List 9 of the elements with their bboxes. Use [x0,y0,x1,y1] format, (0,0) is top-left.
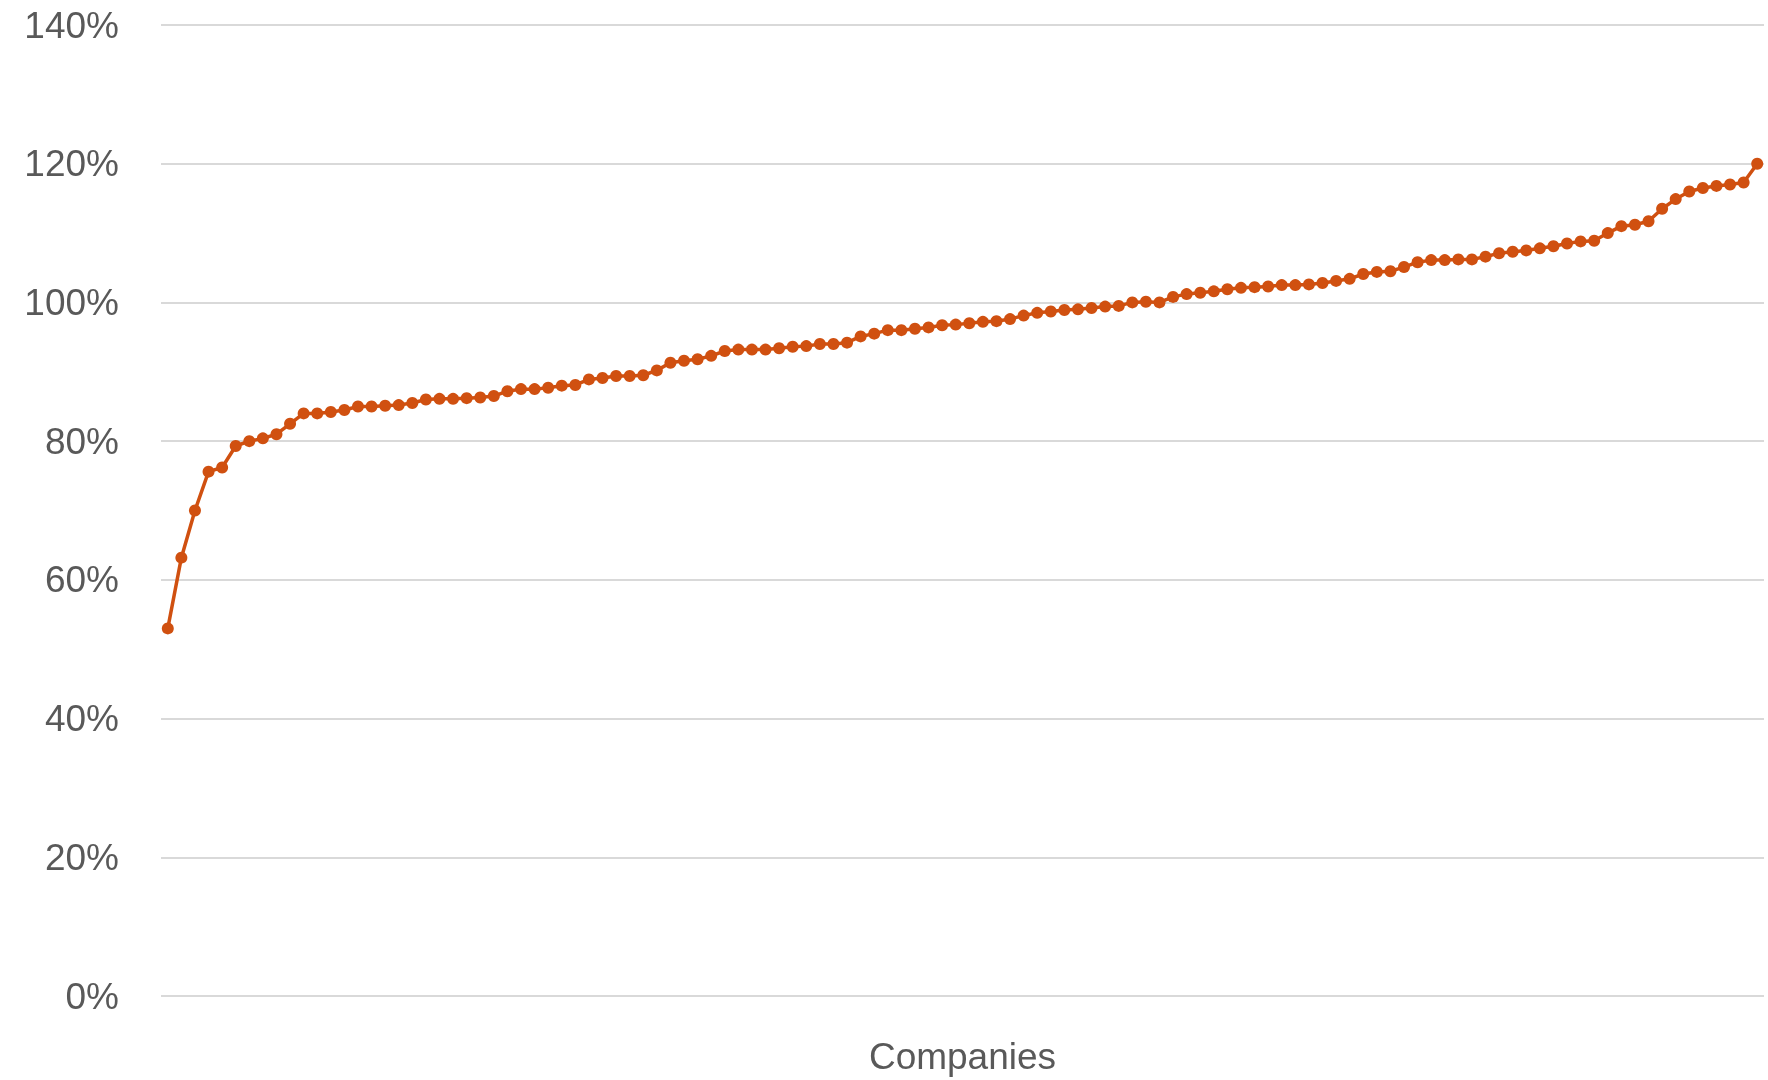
y-tick-label: 60% [44,559,119,601]
y-tick-label: 80% [44,420,119,462]
y-tick-label: 40% [44,698,119,740]
y-tick-label: 0% [65,975,119,1017]
y-tick-label: 20% [44,836,119,878]
y-tick-label: 120% [24,143,119,185]
y-tick-label: 100% [24,281,119,323]
y-tick-label: 140% [24,4,119,46]
x-axis-title: Companies [868,1036,1057,1077]
